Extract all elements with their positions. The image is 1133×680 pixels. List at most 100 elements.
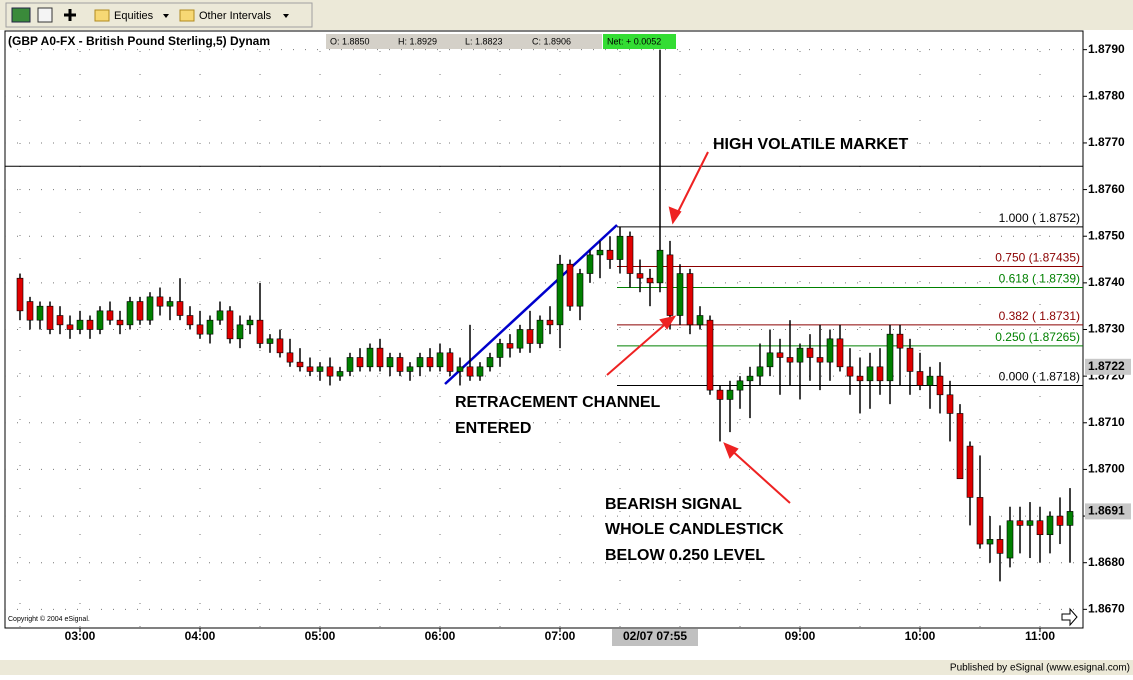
candle-body — [836, 338, 844, 368]
candle-body — [706, 319, 714, 391]
candle-body — [186, 315, 194, 326]
annotation: BELOW 0.250 LEVEL — [605, 547, 765, 564]
dropdown-arrow[interactable] — [163, 14, 169, 18]
candle-body — [216, 310, 224, 321]
candle-body — [456, 366, 464, 372]
candle-body — [426, 357, 434, 368]
candle-body — [766, 352, 774, 368]
candle-body — [1066, 511, 1074, 526]
net-label: Net: + 0.0052 — [607, 36, 661, 46]
x-tick-label: 07:00 — [545, 629, 576, 643]
arrow-head — [659, 315, 677, 330]
candle-body — [596, 249, 604, 256]
y-tick-label: 1.8750 — [1088, 228, 1125, 242]
candle-body — [616, 235, 624, 260]
candle-body — [246, 319, 254, 326]
ohlc-label: H: 1.8929 — [398, 36, 437, 46]
candle-body — [846, 366, 854, 377]
candle-body — [116, 319, 124, 326]
candle-body — [936, 375, 944, 396]
candle-body — [876, 366, 884, 382]
candle-body — [646, 277, 654, 284]
candle-body — [926, 375, 934, 386]
candle-body — [46, 305, 54, 330]
candle-body — [36, 305, 44, 321]
candle-body — [86, 319, 94, 330]
candle-body — [346, 357, 354, 372]
arrow — [674, 151, 709, 219]
candle-body — [366, 347, 374, 368]
candle-body — [56, 315, 64, 326]
candle-body — [96, 310, 104, 330]
candle-body — [826, 338, 834, 363]
toolbar-item[interactable]: Equities — [114, 10, 154, 22]
candle-body — [636, 273, 644, 279]
candle-body — [786, 357, 794, 363]
y-tick-label: 1.8700 — [1088, 462, 1125, 476]
folder-icon[interactable] — [94, 9, 110, 22]
y-tick-label: 1.8740 — [1088, 275, 1125, 289]
properties-icon[interactable] — [37, 7, 53, 23]
price-marker-box — [1085, 358, 1131, 375]
candle-body — [726, 389, 734, 400]
fib-label: 0.000 ( 1.8718) — [999, 370, 1080, 384]
candle-body — [1006, 520, 1014, 559]
candle-body — [576, 273, 584, 307]
candle-body — [656, 249, 664, 284]
candle-body — [336, 371, 344, 377]
x-tick-label: 03:00 — [65, 629, 96, 643]
candle-body — [406, 366, 414, 372]
arrows — [606, 151, 791, 504]
folder-icon[interactable] — [179, 9, 195, 22]
candle-body — [536, 319, 544, 344]
candle-body — [236, 324, 244, 340]
candle-body — [946, 394, 954, 414]
candle-body — [736, 380, 744, 391]
annotation: ENTERED — [455, 420, 531, 437]
y-tick-label: 1.8730 — [1088, 322, 1125, 336]
plot-area — [4, 30, 1084, 629]
x-tick-label: 10:00 — [905, 629, 936, 643]
candle-body — [996, 539, 1004, 554]
candle-body — [166, 301, 174, 307]
annotation: RETRACEMENT CHANNEL — [455, 394, 661, 411]
candle-body — [516, 329, 524, 349]
candle-body — [606, 249, 614, 260]
add-icon[interactable] — [64, 9, 76, 21]
candle-body — [816, 357, 824, 363]
candle-body — [756, 366, 764, 377]
candle-body — [906, 347, 914, 372]
annotation: HIGH VOLATILE MARKET — [713, 136, 908, 153]
dropdown-arrow[interactable] — [283, 14, 289, 18]
candle-body — [986, 539, 994, 545]
candle-body — [586, 254, 594, 274]
candle-body — [556, 263, 564, 326]
ohlc-label: C: 1.8906 — [532, 36, 571, 46]
candle-body — [316, 366, 324, 372]
candle-body — [416, 357, 424, 368]
trend-line — [444, 224, 618, 385]
toolbar-item[interactable]: Other Intervals — [199, 10, 272, 22]
candle-body — [686, 273, 694, 326]
publisher: Published by eSignal (www.esignal.com) — [950, 663, 1130, 674]
candle-body — [796, 347, 804, 363]
candle-body — [716, 389, 724, 400]
price-marker-label: 1.8722 — [1088, 359, 1125, 373]
candle-body — [196, 324, 204, 335]
y-tick-label: 1.8790 — [1088, 42, 1125, 56]
scroll-icon[interactable] — [1061, 607, 1078, 627]
candle-body — [256, 319, 264, 344]
candle-body — [966, 445, 974, 498]
x-tick-label: 05:00 — [305, 629, 336, 643]
candle-body — [156, 296, 164, 307]
candle-body — [106, 310, 114, 321]
candle-body — [1056, 515, 1064, 526]
net-box — [603, 34, 676, 49]
chart-icon[interactable] — [11, 7, 31, 23]
candle-body — [806, 347, 814, 358]
candle-body — [506, 343, 514, 349]
candle-body — [326, 366, 334, 377]
annotation: BEARISH SIGNAL — [605, 496, 742, 513]
candle-body — [496, 343, 504, 358]
y-tick-label: 1.8710 — [1088, 415, 1125, 429]
